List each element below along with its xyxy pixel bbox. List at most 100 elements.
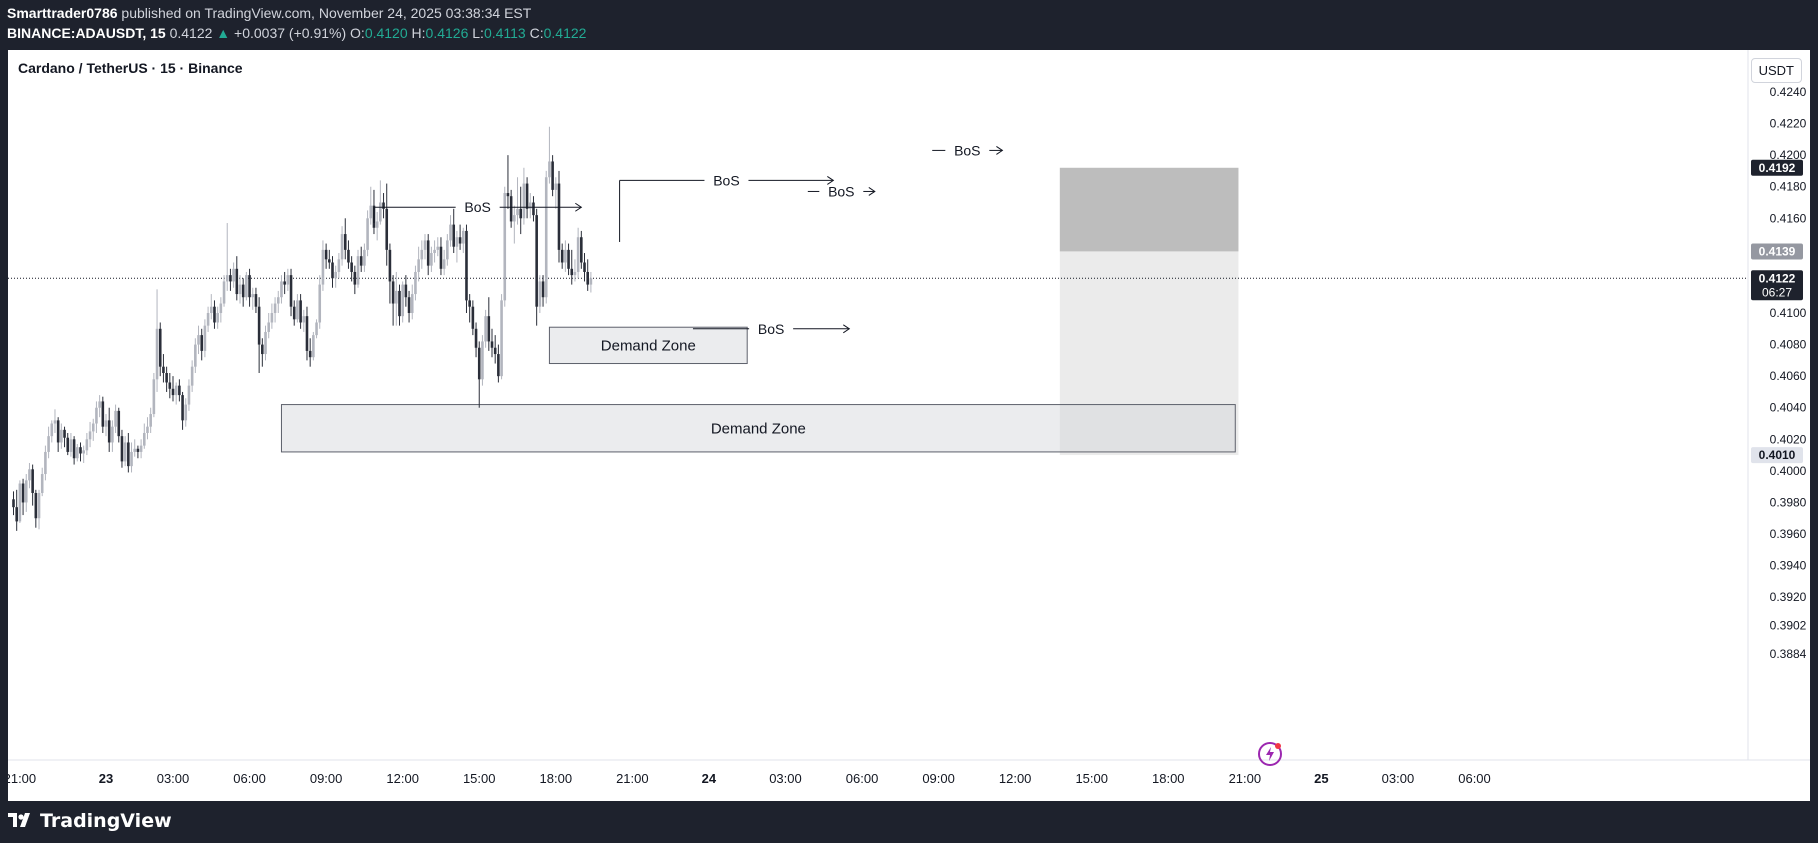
- time-tick-label: 15:00: [463, 771, 496, 786]
- candle-body: [468, 300, 471, 307]
- symbol-name: BINANCE:ADAUSDT, 15: [7, 25, 166, 41]
- candle-body: [500, 300, 503, 377]
- price-label: 0.4139: [1759, 244, 1796, 258]
- candle-body: [292, 306, 296, 320]
- candle-body: [216, 313, 219, 323]
- chart-area[interactable]: Demand Zone Demand Zone BoS BoS BoS BoS BoS 0.4…: [8, 50, 1810, 801]
- candle-body: [385, 208, 389, 250]
- time-tick-label: 03:00: [769, 771, 802, 786]
- candle-body: [302, 316, 306, 323]
- bos-arrow-icon: [575, 202, 583, 212]
- candle-body: [232, 268, 235, 282]
- price-tick-label: 0.4080: [1770, 338, 1807, 352]
- candle-body: [178, 385, 181, 396]
- candle-body: [481, 341, 484, 380]
- price-label-bg: [1751, 447, 1803, 464]
- candle-body: [548, 161, 551, 178]
- candle-body: [544, 177, 548, 298]
- candle-body: [401, 284, 404, 317]
- time-tick-label: 15:00: [1075, 771, 1108, 786]
- candle-body: [570, 268, 574, 276]
- candle-body: [337, 259, 341, 272]
- price-chart[interactable]: Demand Zone Demand Zone BoS BoS BoS BoS BoS 0.4…: [8, 50, 1810, 801]
- candle-body: [155, 328, 159, 380]
- demand-zone-label: Demand Zone: [601, 337, 696, 354]
- candle-body: [436, 246, 440, 250]
- candle-body: [206, 313, 210, 326]
- candle-body: [130, 451, 133, 467]
- candle-body: [117, 410, 121, 437]
- candle-body: [88, 431, 92, 440]
- candle-body: [353, 271, 357, 285]
- candle-body: [257, 306, 261, 345]
- candle-body: [24, 480, 28, 503]
- candle-body: [423, 240, 427, 250]
- candle-body: [446, 240, 449, 260]
- candle-body: [280, 281, 283, 298]
- candle-body: [56, 420, 60, 443]
- candle-body: [439, 246, 443, 269]
- demand-zone: [280, 404, 1236, 453]
- candle-body: [114, 410, 117, 427]
- time-tick-label: 18:00: [1152, 771, 1185, 786]
- candle-body: [551, 161, 554, 190]
- candle-body: [50, 423, 54, 437]
- price-tick-label: 0.4100: [1770, 306, 1807, 320]
- candle-body: [426, 240, 430, 266]
- candle-body: [321, 249, 325, 285]
- candle-body: [241, 284, 245, 298]
- time-tick-label: 12:00: [999, 771, 1032, 786]
- candle-body: [187, 385, 191, 405]
- close-label: C:: [529, 25, 544, 41]
- candle-body: [69, 439, 73, 452]
- candle-body: [209, 306, 213, 314]
- candle-body: [395, 290, 398, 304]
- tv-logo-icon: [8, 813, 30, 827]
- candle-body: [63, 429, 66, 438]
- candle-body: [414, 271, 417, 295]
- candle-body: [12, 499, 15, 508]
- price-tick-label: 0.4220: [1770, 117, 1807, 131]
- candle-body: [34, 492, 38, 519]
- stop-zone: [1059, 251, 1239, 456]
- candle-body: [229, 275, 232, 282]
- candle-body: [174, 385, 178, 396]
- price-label-bg: [1751, 243, 1803, 260]
- candle-body: [44, 451, 47, 475]
- time-tick-label: 25: [1314, 771, 1328, 786]
- tradingview-logo[interactable]: TradingView: [8, 810, 172, 832]
- candle-body: [580, 237, 583, 263]
- candle-body: [583, 262, 586, 272]
- candle-body: [522, 183, 526, 219]
- time-tick-label: 06:00: [1458, 771, 1491, 786]
- bos-arrow-icon: [827, 175, 835, 185]
- price-tick-label: 0.3960: [1770, 527, 1807, 541]
- candle-body: [366, 218, 369, 250]
- bos-label: BoS: [954, 142, 980, 158]
- candle-body: [328, 259, 331, 263]
- currency-button[interactable]: USDT: [1750, 58, 1802, 83]
- candle-body: [350, 262, 353, 272]
- candle-body: [286, 275, 290, 285]
- candle-body: [194, 344, 197, 367]
- time-tick-label: 21:00: [8, 771, 36, 786]
- lightning-icon[interactable]: [1257, 741, 1283, 767]
- candle-body: [60, 429, 63, 443]
- bos-label: BoS: [464, 199, 490, 215]
- time-tick-label: 09:00: [922, 771, 955, 786]
- price-tick-label: 0.3884: [1770, 647, 1807, 661]
- low-value: 0.4113: [483, 25, 526, 41]
- price-label-bg: [1751, 270, 1803, 301]
- candle-body: [276, 297, 280, 304]
- candle-body: [37, 492, 41, 519]
- price-tick-label: 0.3902: [1770, 619, 1807, 633]
- time-tick-label: 23: [99, 771, 113, 786]
- candle-body: [503, 193, 507, 301]
- candle-body: [98, 401, 101, 408]
- candle-body: [181, 395, 184, 421]
- author-name[interactable]: Smarttrader0786: [7, 5, 118, 21]
- candle-body: [111, 426, 114, 443]
- price-tick-label: 0.4180: [1770, 180, 1807, 194]
- candle-body: [442, 259, 446, 269]
- candle-body: [95, 407, 98, 424]
